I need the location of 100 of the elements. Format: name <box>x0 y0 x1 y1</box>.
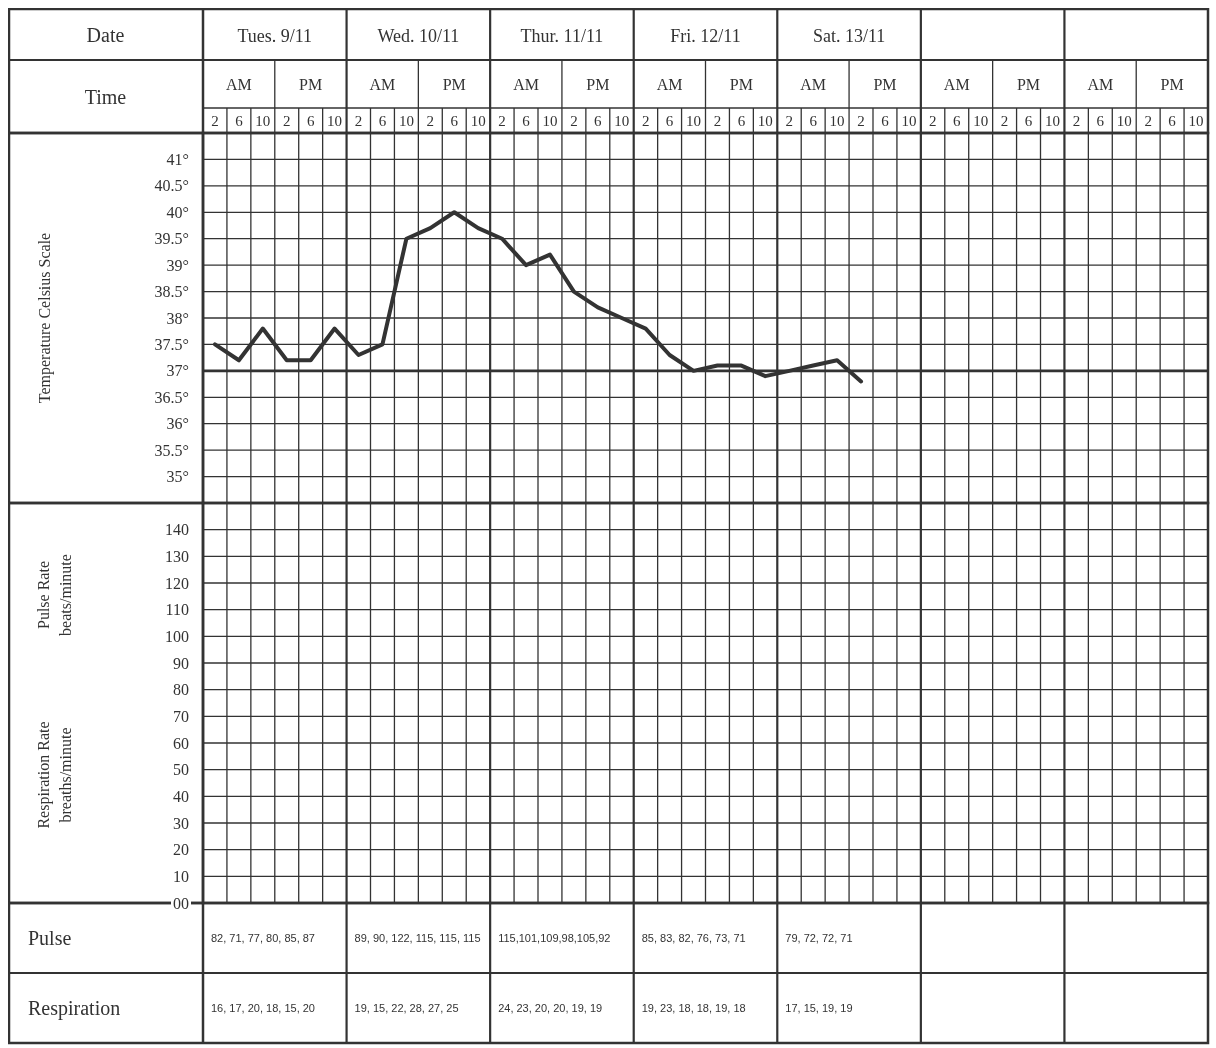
text: AM <box>800 76 827 93</box>
x-tick-label: 6 <box>306 113 315 129</box>
y-tick-label: 40.5° <box>154 177 189 195</box>
y-tick-label: 40° <box>166 203 189 221</box>
text: AM <box>369 76 396 93</box>
y-tick-label: 100 <box>165 627 189 645</box>
text: PM <box>586 76 610 93</box>
x-tick-label: 10 <box>1116 113 1132 129</box>
text: Date <box>86 24 125 46</box>
y-tick-label: 36.5° <box>154 388 189 406</box>
text: 85, 83, 82, 76, 73, 71 <box>641 931 746 944</box>
text: 16, 17, 20, 18, 15, 20 <box>211 1001 315 1014</box>
y-tick-label: 40 <box>173 787 189 805</box>
text: AM <box>226 76 252 93</box>
x-tick-label: 2 <box>426 113 435 129</box>
y-tick-label: 10 <box>173 867 189 885</box>
x-tick-label: 6 <box>594 113 603 129</box>
y-tick-label: 90 <box>173 654 189 672</box>
x-tick-label: 10 <box>470 113 486 129</box>
x-tick-label: 2 <box>929 113 937 129</box>
y-tick-label: 38° <box>166 309 189 327</box>
y-tick-label: 38.5° <box>154 283 189 301</box>
y-tick-label: 70 <box>173 707 189 725</box>
text: Wed. 10/11 <box>377 26 460 46</box>
y-axis-title: Pulse Rate beats/minute <box>35 554 74 636</box>
x-tick-label: 10 <box>398 113 414 129</box>
y-tick-label: 41° <box>166 151 189 169</box>
y-tick-label: 110 <box>165 601 189 619</box>
y-tick-label: 37.5° <box>154 336 189 354</box>
x-tick-label: 10 <box>1188 113 1204 129</box>
x-tick-label: 2 <box>283 113 291 129</box>
text: Sat. 13/11 <box>812 26 886 46</box>
y-tick-label: 130 <box>165 547 189 565</box>
text: AM <box>656 76 683 93</box>
x-tick-label: 2 <box>713 113 722 129</box>
text: Pulse <box>28 927 72 949</box>
x-tick-label: 6 <box>522 113 531 129</box>
x-tick-label: 6 <box>1168 113 1177 129</box>
x-tick-label: 2 <box>211 113 219 129</box>
text: PM <box>442 76 466 93</box>
x-tick-label: 6 <box>378 113 387 129</box>
y-tick-label: 00 <box>173 894 189 912</box>
x-tick-label: 10 <box>686 113 702 129</box>
text: PM <box>729 76 753 93</box>
text: PM <box>873 76 897 93</box>
y-tick-label: 37° <box>166 362 189 380</box>
x-tick-label: 10 <box>327 113 343 129</box>
x-tick-label: 2 <box>641 113 650 129</box>
text: AM <box>1087 76 1114 93</box>
text: Tues. 9/11 <box>237 26 313 46</box>
x-tick-label: 10 <box>614 113 630 129</box>
text: 19, 15, 22, 28, 27, 25 <box>354 1001 459 1014</box>
text: 89, 90, 122, 115, 115, 115 <box>354 931 481 944</box>
x-tick-label: 6 <box>809 113 818 129</box>
x-tick-label: 2 <box>498 113 506 129</box>
y-tick-label: 35° <box>166 468 189 486</box>
x-tick-label: 6 <box>1024 113 1033 129</box>
y-tick-label: 30 <box>173 814 189 832</box>
x-tick-label: 2 <box>857 113 865 129</box>
x-tick-label: 6 <box>235 113 244 129</box>
text: 19, 23, 18, 18, 19, 18 <box>641 1001 746 1014</box>
x-tick-label: 10 <box>255 113 271 129</box>
x-tick-label: 10 <box>1044 113 1060 129</box>
text: Respiration Rate breaths/minute <box>35 721 74 829</box>
text: 82, 71, 77, 80, 85, 87 <box>211 931 315 944</box>
x-tick-label: 6 <box>665 113 674 129</box>
x-tick-label: 6 <box>953 113 961 129</box>
text: Respiration <box>28 997 121 1020</box>
y-tick-label: 36° <box>166 415 189 433</box>
y-tick-label: 120 <box>165 574 189 592</box>
x-tick-label: 2 <box>1000 113 1009 129</box>
x-tick-label: 10 <box>757 113 773 129</box>
text: 17, 15, 19, 19 <box>785 1001 853 1014</box>
y-tick-label: 60 <box>173 734 189 752</box>
x-tick-label: 6 <box>881 113 890 129</box>
x-tick-label: 10 <box>973 113 989 129</box>
text: Time <box>84 86 127 108</box>
x-tick-label: 2 <box>354 113 363 129</box>
y-tick-label: 20 <box>173 841 189 859</box>
x-tick-label: 2 <box>785 113 793 129</box>
x-tick-label: 10 <box>829 113 845 129</box>
text: Thur. 11/11 <box>520 26 604 46</box>
y-tick-label: 35.5° <box>154 441 189 459</box>
text: PM <box>1160 76 1184 93</box>
x-tick-label: 2 <box>1144 113 1152 129</box>
text: Fri. 12/11 <box>670 26 741 46</box>
y-tick-label: 80 <box>173 681 189 699</box>
x-tick-label: 2 <box>570 113 578 129</box>
x-tick-label: 6 <box>1096 113 1105 129</box>
text: 24, 23, 20, 20, 19, 19 <box>498 1001 603 1014</box>
text: PM <box>299 76 323 93</box>
x-tick-label: 6 <box>737 113 746 129</box>
y-tick-label: 39° <box>166 256 189 274</box>
text: AM <box>513 76 539 93</box>
text: 79, 72, 72, 71 <box>785 931 853 944</box>
x-tick-label: 6 <box>450 113 459 129</box>
x-tick-label: 10 <box>542 113 558 129</box>
y-tick-label: 140 <box>165 521 189 539</box>
text: 115,101,109,98,105,92 <box>498 931 611 944</box>
text: PM <box>1016 76 1041 93</box>
